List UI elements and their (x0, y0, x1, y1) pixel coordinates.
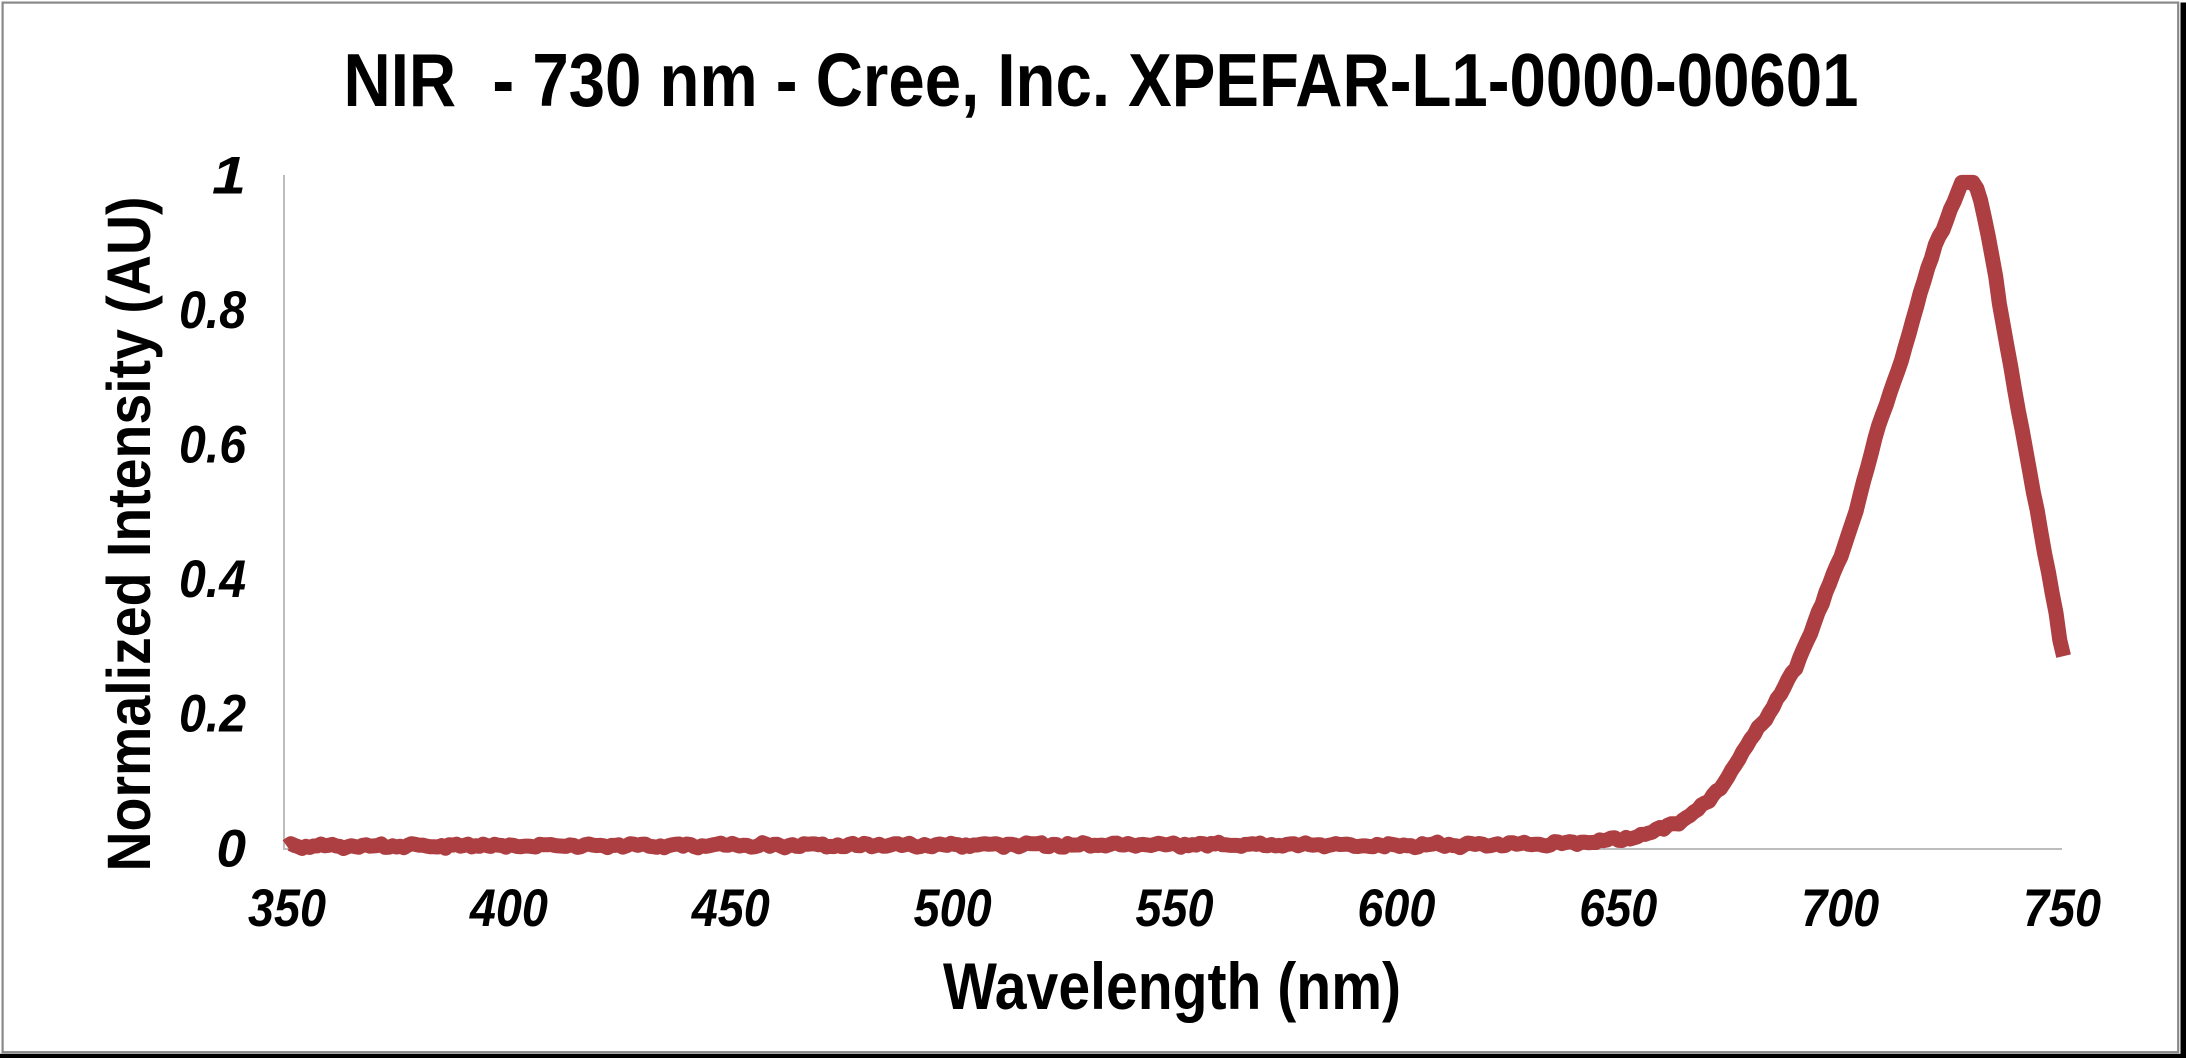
svg-text:450: 450 (691, 879, 770, 938)
svg-text:NIR - 730 nm - Cree, Inc. XPE: NIR - 730 nm - Cree, Inc. XPEFAR-L1-0000… (344, 38, 1859, 122)
svg-text:650: 650 (1579, 879, 1657, 938)
svg-text:0.6: 0.6 (179, 416, 246, 475)
svg-text:400: 400 (469, 879, 548, 938)
svg-text:350: 350 (248, 879, 326, 938)
svg-text:0: 0 (217, 819, 246, 878)
svg-text:500: 500 (914, 879, 992, 938)
svg-text:600: 600 (1357, 879, 1435, 938)
svg-text:Wavelength (nm): Wavelength (nm) (943, 950, 1401, 1023)
svg-text:550: 550 (1136, 879, 1214, 938)
svg-text:0.8: 0.8 (179, 281, 246, 340)
svg-text:750: 750 (2023, 879, 2101, 938)
svg-text:0.2: 0.2 (179, 685, 246, 744)
svg-text:700: 700 (1801, 879, 1879, 938)
svg-text:0.4: 0.4 (179, 550, 246, 609)
svg-text:Normalized Intensity (AU): Normalized Intensity (AU) (95, 197, 164, 872)
svg-text:1: 1 (212, 146, 246, 205)
